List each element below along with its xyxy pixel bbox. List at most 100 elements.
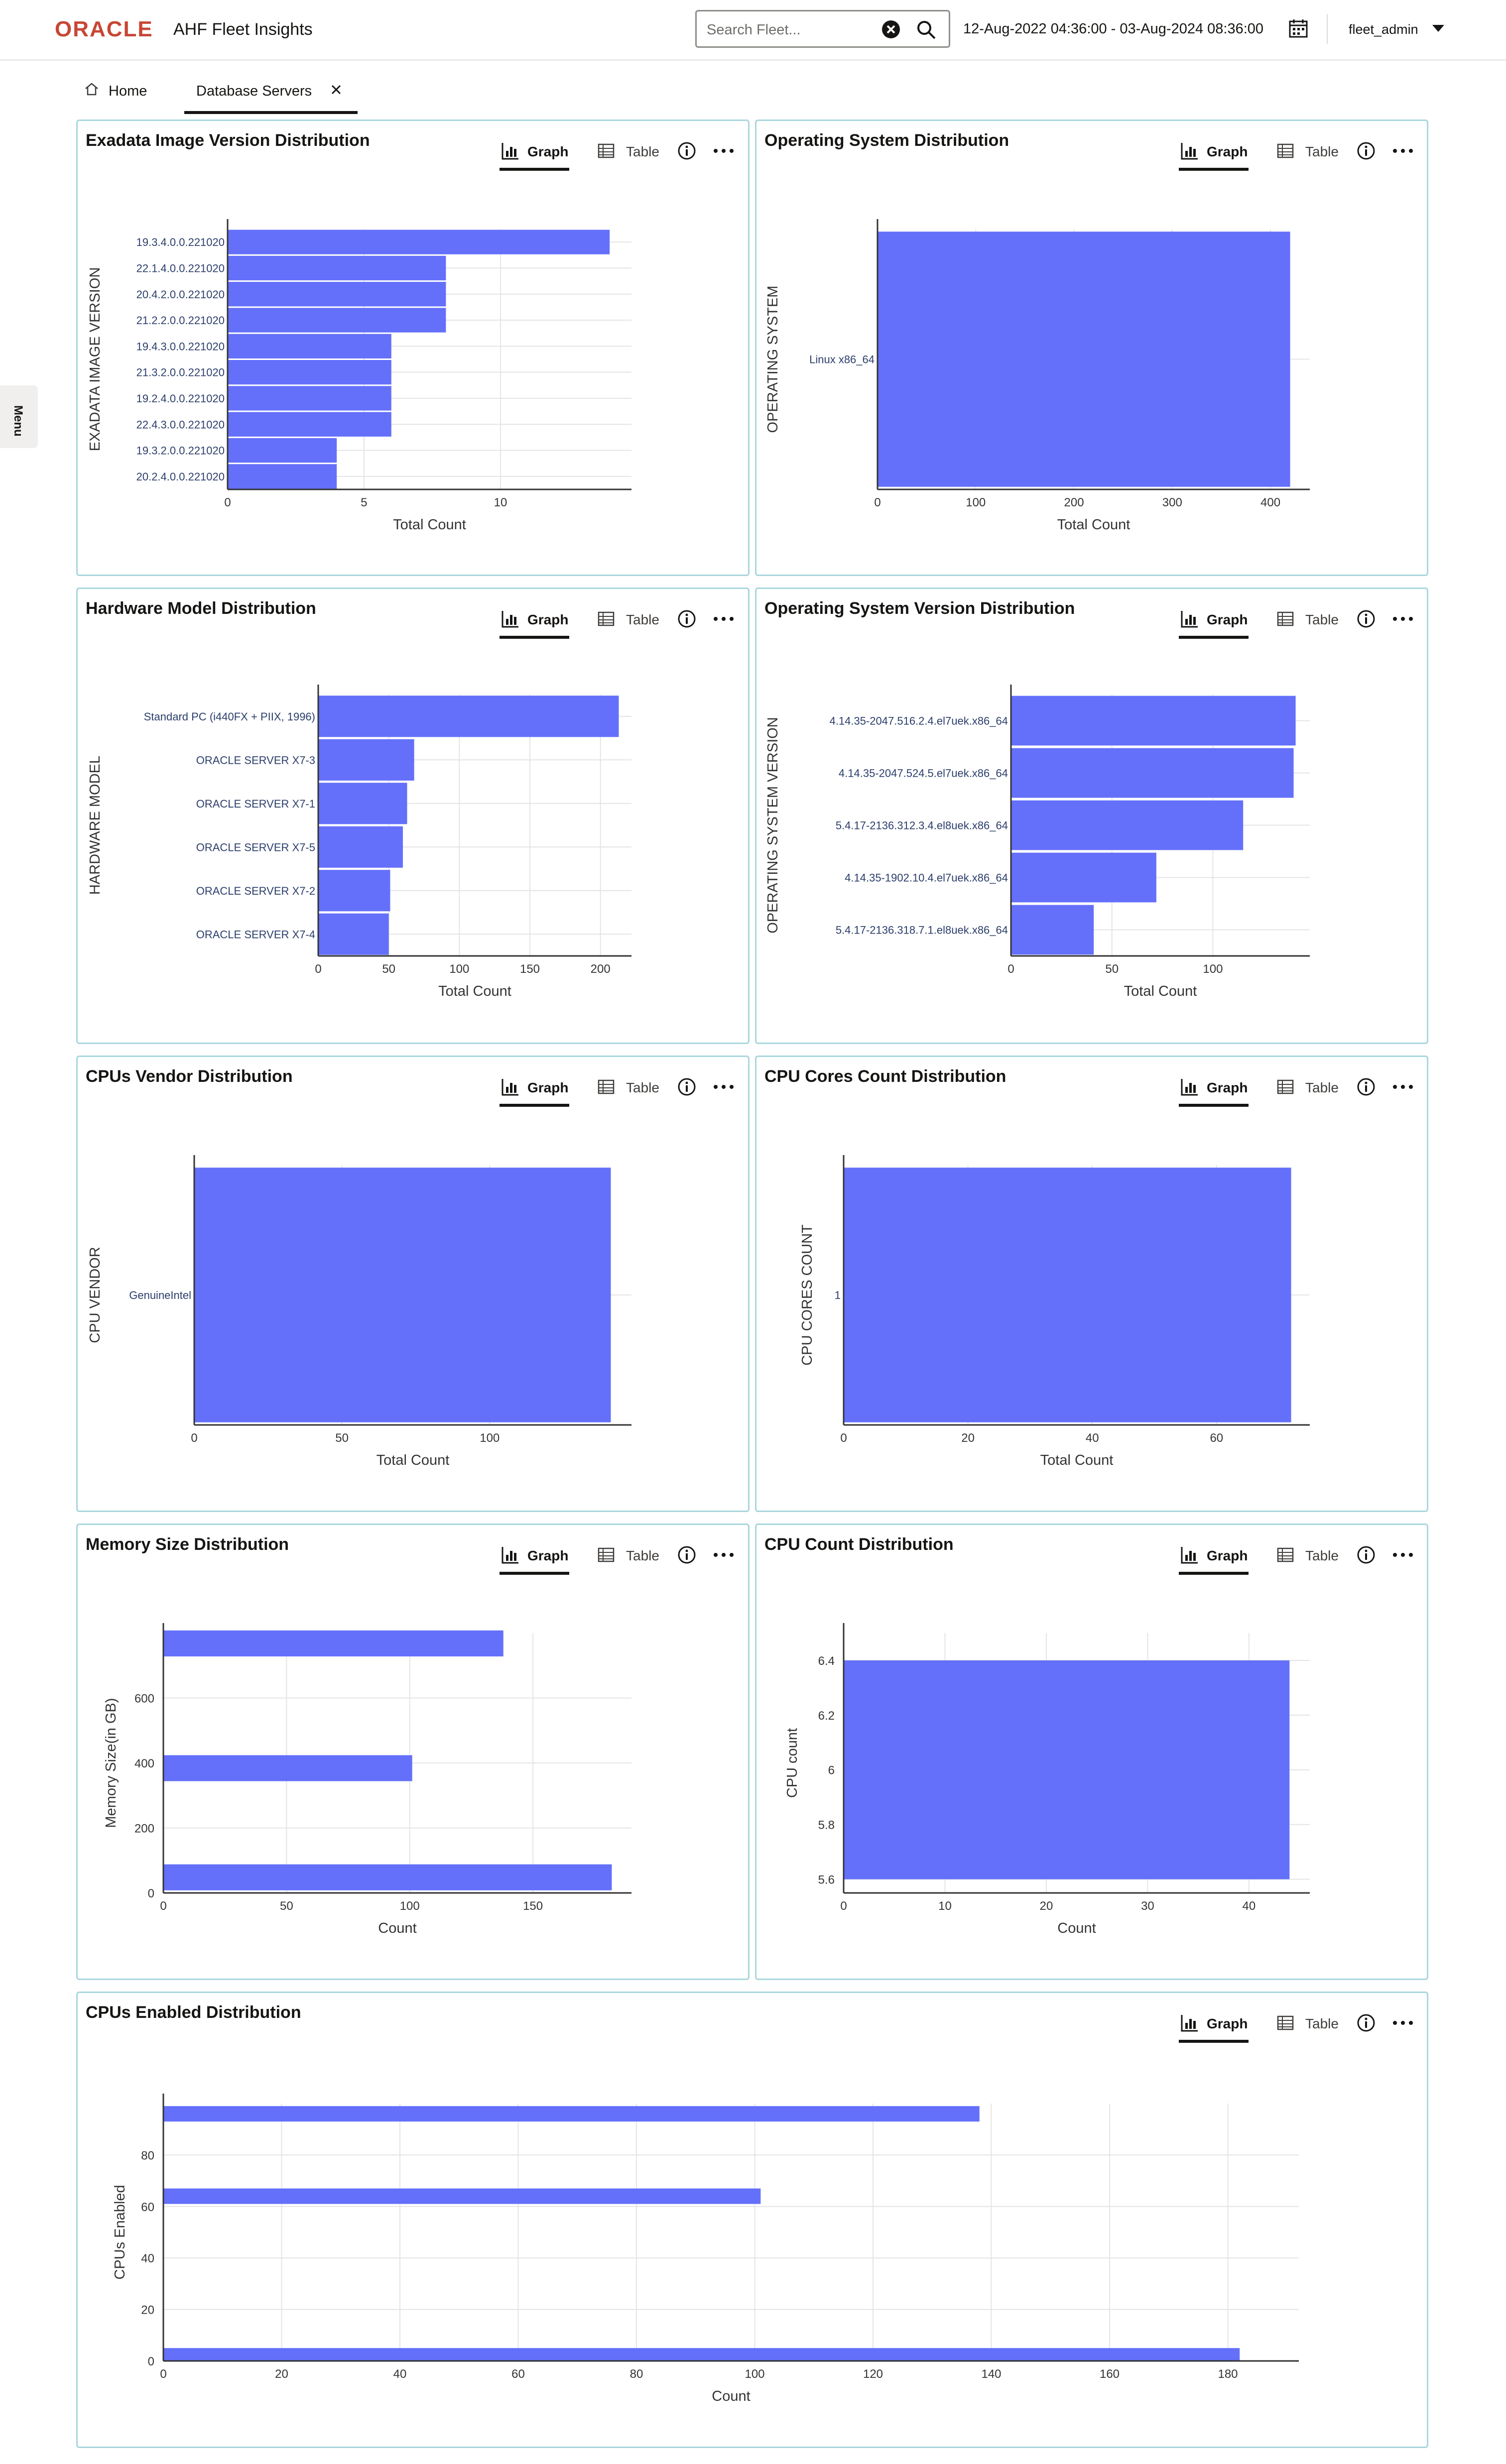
panel-title: Memory Size Distribution — [86, 1535, 289, 1554]
fleet-search — [695, 10, 950, 48]
panel-toolbar: Graph Table — [500, 1072, 778, 1112]
graph-label: Graph — [527, 1548, 569, 1563]
table-label: Table — [1305, 612, 1339, 627]
table-icon — [1277, 1547, 1294, 1562]
search-icon[interactable] — [916, 19, 937, 40]
table-view-button[interactable]: Table — [597, 1072, 672, 1104]
graph-label: Graph — [527, 1080, 569, 1095]
bar-chart-icon — [1181, 1079, 1198, 1096]
table-view-button[interactable]: Table — [1276, 604, 1351, 636]
info-icon[interactable] — [677, 609, 697, 629]
graph-view-button[interactable]: Graph — [500, 136, 569, 171]
table-icon — [1277, 1079, 1294, 1094]
tab-home-label: Home — [109, 83, 147, 99]
user-menu[interactable]: fleet_admin — [1349, 22, 1418, 37]
panel-hardware: Hardware Model Distribution Graph Table — [76, 587, 750, 1044]
panel-title: CPU Count Distribution — [764, 1535, 954, 1554]
graph-label: Graph — [1207, 2016, 1248, 2031]
graph-view-button[interactable]: Graph — [500, 604, 569, 639]
side-menu-toggle[interactable]: Menu — [0, 385, 38, 448]
more-options-icon[interactable] — [712, 1077, 736, 1097]
header-divider — [1327, 14, 1328, 44]
table-view-button[interactable]: Table — [1276, 136, 1351, 168]
graph-view-button[interactable]: Graph — [1179, 2008, 1249, 2043]
bar-chart-icon — [502, 611, 518, 628]
panel-title: Operating System Distribution — [764, 131, 1009, 150]
more-options-icon[interactable] — [712, 609, 736, 629]
bar-chart-icon — [502, 1079, 518, 1096]
table-view-button[interactable]: Table — [597, 1540, 672, 1572]
bar-chart-icon — [1181, 2015, 1198, 2032]
side-menu-label: Menu — [11, 405, 25, 437]
panel-cpuvendor: CPUs Vendor Distribution Graph Table — [76, 1056, 750, 1512]
info-icon[interactable] — [1356, 1077, 1376, 1097]
graph-label: Graph — [1207, 612, 1248, 627]
table-icon — [1277, 611, 1294, 626]
graph-view-button[interactable]: Graph — [500, 1540, 569, 1575]
table-icon — [598, 143, 615, 158]
table-icon — [1277, 2015, 1294, 2030]
more-options-icon[interactable] — [1391, 141, 1415, 161]
graph-view-button[interactable]: Graph — [500, 1072, 569, 1107]
more-options-icon[interactable] — [712, 141, 736, 161]
table-view-button[interactable]: Table — [1276, 1072, 1351, 1104]
graph-view-button[interactable]: Graph — [1179, 604, 1249, 639]
table-view-button[interactable]: Table — [1276, 2008, 1351, 2040]
bar-chart-icon — [502, 1547, 518, 1564]
more-options-icon[interactable] — [712, 1545, 736, 1565]
more-options-icon[interactable] — [1391, 2013, 1415, 2033]
panel-toolbar: Graph Table — [500, 604, 778, 644]
info-icon[interactable] — [1356, 609, 1376, 629]
info-icon[interactable] — [1356, 141, 1376, 161]
date-range[interactable]: 12-Aug-2022 04:36:00 - 03-Aug-2024 08:36… — [963, 21, 1264, 37]
app-title: AHF Fleet Insights — [173, 20, 313, 39]
bar-chart-icon — [1181, 611, 1198, 628]
tab-database-servers-label: Database Servers — [196, 83, 312, 99]
info-icon[interactable] — [677, 1545, 697, 1565]
panel-toolbar: Graph Table — [1179, 136, 1458, 176]
panel-title: Hardware Model Distribution — [86, 599, 316, 618]
bar-chart-icon — [1181, 143, 1198, 160]
more-options-icon[interactable] — [1391, 1545, 1415, 1565]
panel-toolbar: Graph Table — [1179, 1540, 1458, 1580]
table-label: Table — [1305, 144, 1339, 159]
graph-label: Graph — [1207, 144, 1248, 159]
caret-down-icon[interactable] — [1432, 25, 1444, 32]
table-icon — [598, 1547, 615, 1562]
info-icon[interactable] — [677, 1077, 697, 1097]
table-label: Table — [1305, 1548, 1339, 1563]
tab-database-servers[interactable]: Database Servers — [184, 72, 358, 114]
table-view-button[interactable]: Table — [1276, 1540, 1351, 1572]
panel-title: CPUs Vendor Distribution — [86, 1067, 293, 1086]
graph-label: Graph — [1207, 1548, 1248, 1563]
panel-toolbar: Graph Table — [1179, 1072, 1458, 1112]
panel-osver: Operating System Version Distribution Gra… — [755, 587, 1428, 1044]
graph-view-button[interactable]: Graph — [1179, 136, 1249, 171]
graph-view-button[interactable]: Graph — [1179, 1072, 1249, 1107]
table-view-button[interactable]: Table — [597, 136, 672, 168]
panel-toolbar: Graph Table — [500, 1540, 778, 1580]
panel-toolbar: Graph Table — [1179, 2008, 1458, 2048]
close-icon[interactable] — [329, 82, 344, 97]
more-options-icon[interactable] — [1391, 609, 1415, 629]
oracle-logo[interactable]: ORACLE — [55, 17, 153, 41]
home-icon — [85, 83, 98, 96]
table-icon — [1277, 143, 1294, 158]
table-label: Table — [626, 612, 659, 627]
table-label: Table — [626, 1080, 659, 1095]
graph-view-button[interactable]: Graph — [1179, 1540, 1249, 1575]
panel-memory: Memory Size Distribution Graph Table — [76, 1524, 750, 1980]
more-options-icon[interactable] — [1391, 1077, 1415, 1097]
tab-home[interactable]: Home — [84, 72, 188, 111]
bar-chart-icon — [502, 143, 518, 160]
table-view-button[interactable]: Table — [597, 604, 672, 636]
clear-icon[interactable] — [881, 19, 901, 39]
info-icon[interactable] — [677, 141, 697, 161]
calendar-icon[interactable] — [1288, 18, 1309, 39]
info-icon[interactable] — [1356, 1545, 1376, 1565]
table-label: Table — [626, 144, 659, 159]
search-input[interactable] — [706, 20, 872, 39]
info-icon[interactable] — [1356, 2013, 1376, 2033]
panel-cpucores: CPU Cores Count Distribution Graph Table — [755, 1056, 1428, 1512]
panel-title: CPUs Enabled Distribution — [86, 2003, 301, 2022]
